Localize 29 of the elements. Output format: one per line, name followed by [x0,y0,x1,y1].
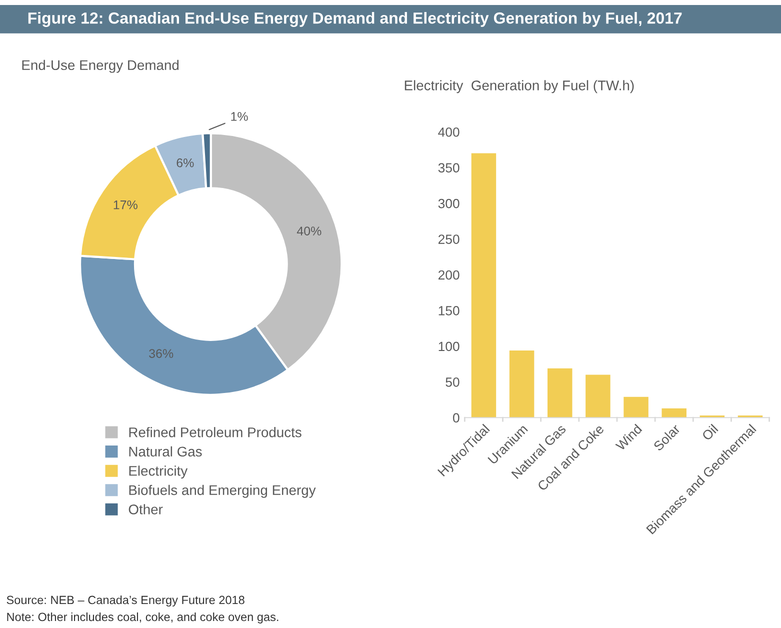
legend-label: Refined Petroleum Products [129,427,302,438]
text: Note: Other includes coal, coke, and coke oven gas. [7,612,278,624]
data-label: 40% [296,226,322,236]
legend-label: Electricity [129,466,188,479]
bar [624,396,648,418]
y-tick-label: 150 [438,306,460,316]
data-label: 6% [176,158,194,168]
bar [548,368,572,418]
chart-title: Electricity Generation by Fuel (TW.h) [404,80,634,94]
y-tick-label: 350 [438,163,460,173]
legend-label: Biofuels and Emerging Energy [129,484,316,498]
y-tick-label: 50 [446,377,460,387]
data-label: 17% [114,200,138,210]
bar [471,153,496,418]
source-note: Source: NEB – Canada’s Energy Future 2018 [6,595,244,606]
data-label: 1% [231,112,248,121]
y-tick-label: 200 [438,270,460,280]
bar [586,374,610,418]
chart-subtitle: End-Use Energy Demand [22,60,179,73]
y-tick-label: 100 [438,342,460,352]
chart-title: Figure 12: Canadian End-Use Energy Demand and Electricity Generation by Fuel, 2017 [28,12,682,27]
bar [662,408,686,418]
bar [509,350,534,418]
y-tick-label: 300 [438,198,460,208]
data-label: 36% [149,349,174,358]
y-tick-label: 400 [438,127,460,137]
y-tick-label: 0 [453,413,460,423]
legend-label: Other [128,504,163,514]
y-tick-label: 250 [438,234,460,244]
